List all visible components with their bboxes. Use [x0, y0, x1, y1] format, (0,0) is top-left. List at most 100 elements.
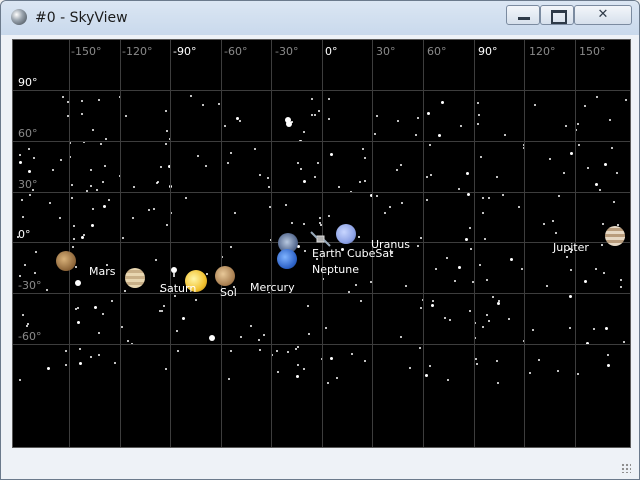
star	[370, 193, 374, 197]
body-label-jupiter: Jupiter	[553, 241, 589, 254]
star	[595, 95, 598, 98]
minimize-button[interactable]	[506, 5, 540, 25]
star	[568, 248, 571, 251]
star	[258, 348, 261, 351]
minimize-icon	[518, 17, 530, 20]
star	[218, 102, 221, 105]
star	[302, 222, 305, 225]
star	[495, 175, 498, 178]
star	[47, 367, 51, 371]
star	[92, 208, 95, 211]
star	[483, 237, 486, 240]
cubesat-icon[interactable]	[309, 230, 331, 248]
star	[565, 255, 568, 258]
saturn-icon[interactable]	[125, 268, 145, 288]
mercury-icon[interactable]	[215, 266, 235, 286]
star	[549, 157, 552, 160]
star	[104, 165, 107, 168]
star	[595, 183, 599, 187]
star	[121, 236, 124, 239]
star	[481, 325, 484, 328]
body-label-cubesat: CubeSat	[347, 247, 394, 260]
star	[577, 143, 580, 146]
star	[90, 355, 93, 358]
star	[568, 295, 572, 299]
star	[469, 310, 472, 313]
sky-view-canvas[interactable]: -150° -120° -90° -60° -30° 0° 30° 60° 90…	[12, 39, 631, 448]
star	[120, 325, 123, 328]
star	[28, 193, 31, 196]
grid-line-vertical	[524, 40, 525, 447]
close-button[interactable]: ✕	[574, 5, 632, 25]
longitude-label: -90°	[173, 45, 197, 58]
star	[601, 244, 604, 247]
star	[443, 317, 446, 320]
star	[62, 96, 65, 99]
body-label-saturn: Saturn	[160, 282, 197, 295]
latitude-label: -60°	[18, 330, 42, 343]
star	[297, 244, 301, 248]
star	[363, 179, 366, 182]
star	[158, 309, 161, 312]
star	[361, 148, 364, 151]
resize-grip-icon[interactable]	[621, 463, 631, 473]
star	[118, 174, 121, 177]
grid-line-vertical	[120, 40, 121, 447]
star	[496, 382, 499, 385]
star	[358, 236, 361, 239]
star	[477, 122, 480, 125]
star	[196, 154, 199, 157]
maximize-button[interactable]	[540, 5, 574, 25]
star	[92, 129, 95, 132]
star	[74, 265, 77, 268]
sol-icon[interactable]	[185, 270, 207, 292]
star	[481, 212, 484, 215]
star	[427, 112, 431, 116]
star	[569, 152, 573, 156]
star	[308, 332, 311, 335]
grid-line-vertical	[474, 40, 475, 447]
star	[291, 121, 294, 124]
star	[348, 291, 351, 294]
neptune-icon[interactable]	[277, 249, 297, 269]
longitude-label: 30°	[376, 45, 396, 58]
star	[72, 245, 75, 248]
star	[446, 378, 449, 381]
uranus-icon[interactable]	[336, 224, 356, 244]
star	[64, 349, 67, 352]
star	[502, 193, 505, 196]
star	[341, 248, 345, 252]
star	[168, 164, 172, 168]
star	[96, 189, 99, 192]
longitude-label: -120°	[122, 45, 153, 58]
star	[460, 124, 463, 127]
star	[48, 202, 51, 205]
star	[518, 205, 521, 208]
body-label-earth: Earth	[312, 247, 342, 260]
star	[498, 300, 501, 303]
jupiter-icon[interactable]	[605, 226, 625, 246]
star	[230, 246, 233, 249]
star	[327, 214, 330, 217]
star	[465, 237, 469, 241]
longitude-label: 90°	[478, 45, 498, 58]
star	[297, 346, 300, 349]
star	[284, 204, 287, 207]
mars-icon[interactable]	[56, 251, 76, 271]
star	[317, 110, 320, 113]
star	[318, 222, 321, 225]
star	[316, 161, 319, 164]
title-bar[interactable]: #0 - SkyView ✕	[1, 1, 639, 35]
star	[319, 223, 322, 226]
star	[487, 320, 490, 323]
latitude-label: 60°	[18, 127, 38, 140]
grid-line-vertical	[69, 40, 70, 447]
star	[534, 104, 537, 107]
star	[235, 117, 239, 121]
body-label-mercury: Mercury	[250, 281, 295, 294]
earth-icon[interactable]	[278, 233, 298, 253]
star	[69, 156, 72, 159]
star	[458, 187, 461, 190]
star	[543, 222, 546, 225]
star	[296, 161, 299, 164]
